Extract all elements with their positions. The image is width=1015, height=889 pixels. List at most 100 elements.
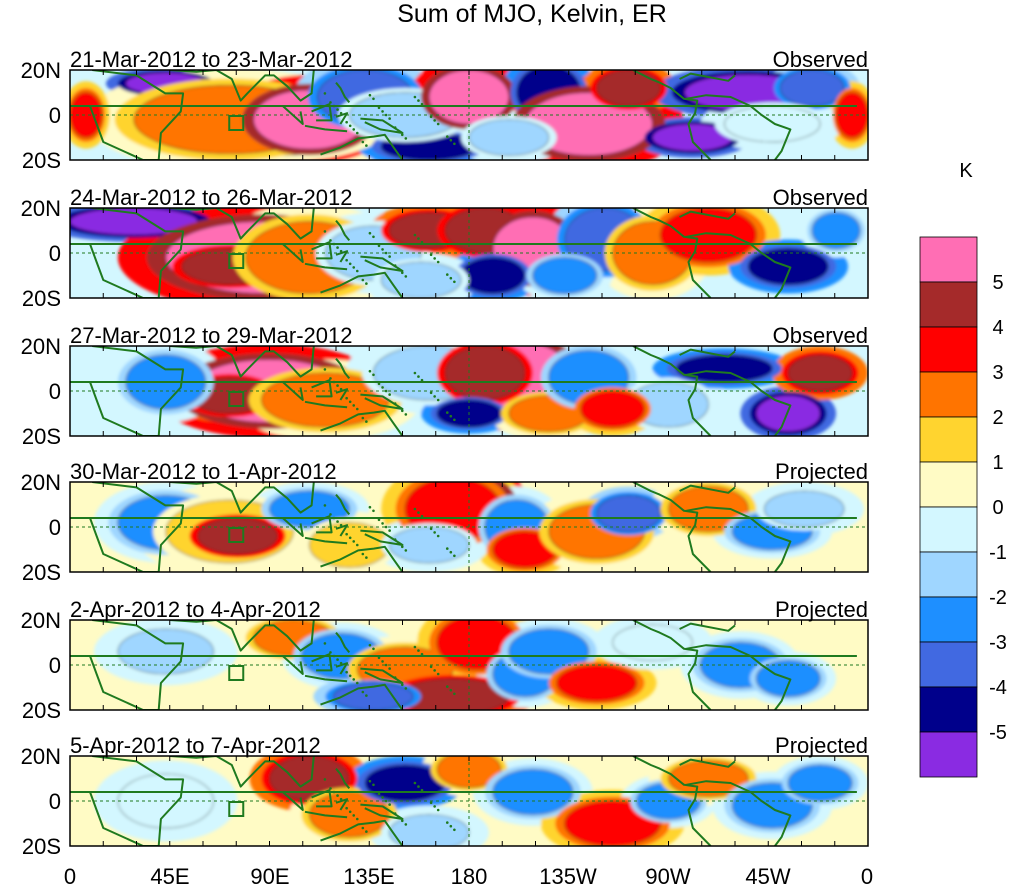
island [329,513,332,516]
island [429,115,433,119]
island [323,504,327,507]
island [323,778,327,781]
island [413,645,417,649]
coastline [311,379,333,398]
coastline [311,241,333,260]
island [339,797,343,801]
island [332,242,336,246]
anomaly-core [70,208,198,236]
colorbar-swatch [919,461,978,508]
anomaly-core [763,490,845,528]
island [355,817,359,821]
island [453,554,456,558]
island [352,266,356,269]
island [413,95,417,99]
map-panel: 21-Mar-2012 to 23-Mar-2012 Observed 20N 0 20… [21,47,869,173]
island [355,131,359,135]
panel-status: Observed [773,323,868,348]
y-tick-label: 0 [49,379,61,404]
coastline [335,357,351,380]
island [329,101,332,104]
anomaly-core [779,70,845,107]
panel-status: Projected [775,733,868,758]
map-panel: 30-Mar-2012 to 1-Apr-2012 Projected 20N 0 20… [21,459,869,585]
colorbar-swatch [919,551,978,598]
island [417,375,420,378]
x-tick-label: 45W [745,864,790,889]
coastline [320,819,404,846]
island [429,391,433,395]
anomaly-core [676,354,773,383]
y-tick-label: 20S [22,698,61,723]
coastline [335,388,349,401]
island [381,110,384,113]
island [404,549,408,552]
island [445,821,449,824]
coastline [70,756,857,846]
colorbar-swatch [919,596,978,643]
island [436,534,440,538]
island [400,271,404,275]
colorbar-label: 3 [992,362,1003,384]
anomaly-core [532,257,597,294]
island [368,231,372,235]
anomaly-core [660,208,757,263]
anomaly-core [668,760,749,797]
colorbar-swatch [919,686,978,733]
anomaly-field [70,482,868,572]
anomaly-core [388,814,470,846]
island [355,543,359,547]
map-panel: 27-Mar-2012 to 29-Mar-2012 Observed 20N 0 20… [21,323,869,449]
island [377,656,381,660]
island [388,803,391,806]
anomaly-core [596,495,661,532]
island [393,402,397,405]
island [368,505,372,509]
island [323,642,327,645]
map-panel: 2-Apr-2012 to 4-Apr-2012 Projected 20N 0 20S [21,597,869,723]
coastline [335,798,349,811]
region-box [228,115,245,131]
island [404,687,408,690]
island [368,93,372,97]
coastline [632,346,712,436]
island [323,230,327,233]
colorbar-label: -3 [989,632,1007,654]
coastline [304,810,348,819]
island [417,649,420,652]
region-box [228,527,245,543]
coastline [320,683,404,710]
anomaly-core [444,346,526,401]
y-tick-label: 0 [49,103,61,128]
island [345,806,348,810]
y-tick-label: 0 [49,515,61,540]
island [433,669,436,672]
island [339,387,343,391]
panel-status: Observed [773,47,868,72]
island [384,799,388,803]
coastline [679,758,736,768]
coastline [335,662,349,675]
anomaly-core [755,395,821,432]
island [393,126,397,129]
island [329,651,332,654]
anomaly-core [508,628,589,675]
island [400,683,404,687]
coastline [320,545,404,572]
island [384,663,388,667]
island [323,368,327,371]
coastline [320,409,404,436]
island [372,373,375,377]
island [445,411,449,414]
island [404,275,408,278]
x-tick-label: 180 [451,864,488,889]
island [393,812,397,815]
anomaly-core [309,522,390,568]
island [397,129,401,133]
island [436,122,440,126]
island [420,102,424,106]
colorbar-unit: K [959,160,973,182]
island [336,520,339,523]
island [400,133,404,137]
island [377,792,381,796]
